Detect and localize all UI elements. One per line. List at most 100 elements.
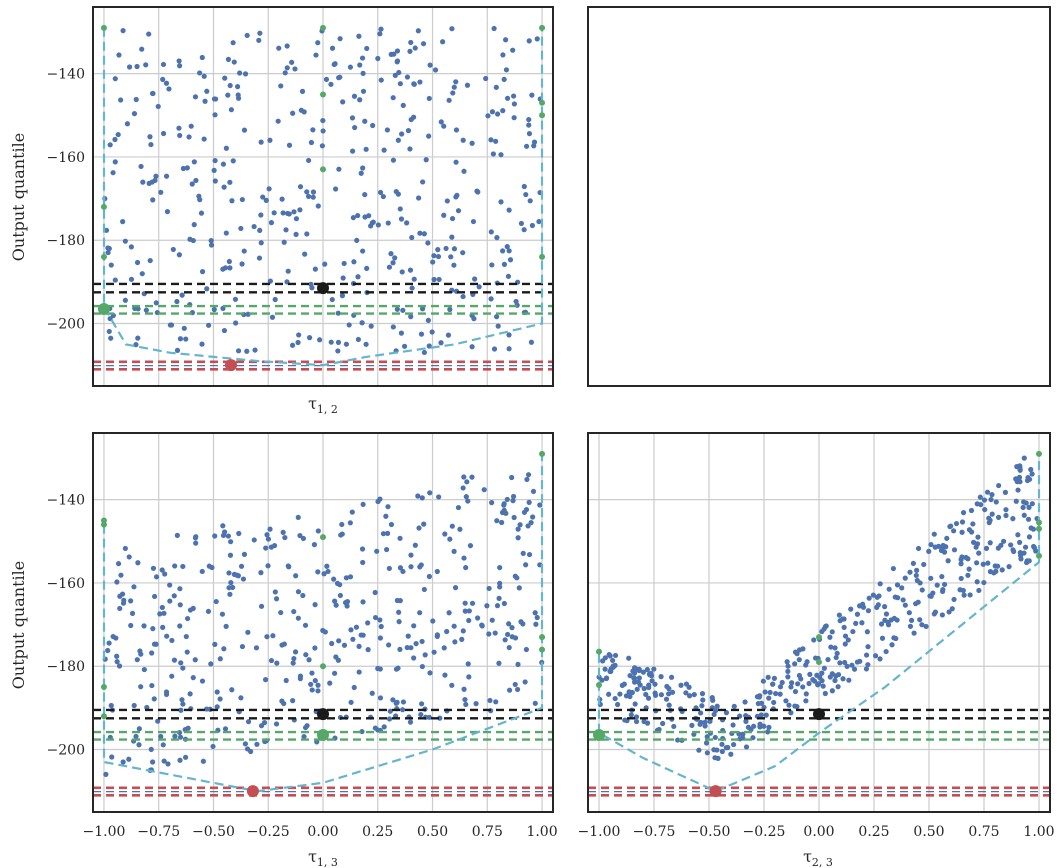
data-point [510,498,516,504]
data-point [201,136,207,142]
data-point [820,683,826,689]
data-point [199,54,205,61]
data-point [332,598,338,604]
data-point [226,258,232,265]
data-point [419,663,425,670]
data-point [293,573,299,579]
data-point [515,526,521,532]
axes-frame [587,6,1051,387]
data-point [235,348,242,354]
data-point [176,125,182,131]
data-point [357,62,363,68]
data-point [645,695,652,701]
data-point [236,530,242,537]
data-point [974,560,980,566]
data-point [337,74,343,80]
data-point [276,45,282,51]
data-point [126,64,133,70]
data-point [814,672,820,678]
data-point [397,598,403,604]
data-point [313,52,319,58]
data-point [610,657,616,664]
data-point [239,261,245,267]
data-point [190,675,196,681]
data-point [728,751,734,757]
data-point [443,245,449,252]
data-point [923,623,929,630]
data-point [178,660,184,666]
data-point [743,744,750,750]
data-point [501,600,507,607]
data-point [396,69,402,76]
data-point [489,262,495,268]
data-point [511,115,517,121]
data-point [800,684,806,690]
data-point [254,741,260,747]
data-point [689,722,695,728]
data-point [531,143,537,149]
data-point [915,545,922,552]
x-axis-label-tau12: τ1, 2 [308,394,338,416]
data-point [304,231,310,237]
data-point [602,666,608,672]
data-point [840,616,846,622]
data-point [217,656,223,662]
data-point [419,638,425,645]
data-point [523,562,529,568]
data-point [328,81,334,87]
data-point [220,266,226,272]
data-point [914,577,920,584]
data-point [138,163,144,170]
data-point [420,41,427,47]
data-point [212,112,218,118]
data-point [635,679,642,685]
data-point [339,521,345,528]
data-point [829,629,835,635]
data-point [353,624,360,630]
x-tick-label: 0.00 [803,824,834,840]
data-point [663,696,670,702]
data-point [385,504,391,510]
data-point [756,694,762,700]
data-point [343,341,350,347]
green-point [320,24,326,31]
data-point [293,216,300,222]
data-point [506,332,512,338]
data-point [836,612,842,618]
data-point [755,700,761,707]
data-point [375,498,381,505]
data-point [135,335,141,341]
data-point [985,560,991,566]
data-point [117,605,123,612]
data-point [199,678,206,684]
data-point [392,72,398,78]
data-point [504,496,510,503]
data-point [408,564,414,570]
data-point [405,128,412,134]
data-point [163,173,170,179]
data-point [523,191,529,198]
data-point [220,161,227,167]
data-point [767,689,773,696]
data-point [993,499,999,505]
data-point [110,170,116,176]
y-tick-label: −140 [47,493,85,509]
data-point [380,193,386,200]
data-point [745,724,752,730]
data-point [501,502,507,508]
data-point [821,665,827,671]
data-point [469,474,475,480]
data-point [297,676,303,682]
data-point [514,686,521,693]
data-point [411,276,417,282]
data-point [473,701,479,707]
data-point [863,666,870,672]
data-point [911,630,917,636]
data-point [177,63,183,69]
data-point [464,479,470,485]
data-point [267,526,273,532]
data-point [199,568,205,575]
data-point [120,28,126,34]
data-point [220,532,227,539]
data-point [320,128,326,134]
